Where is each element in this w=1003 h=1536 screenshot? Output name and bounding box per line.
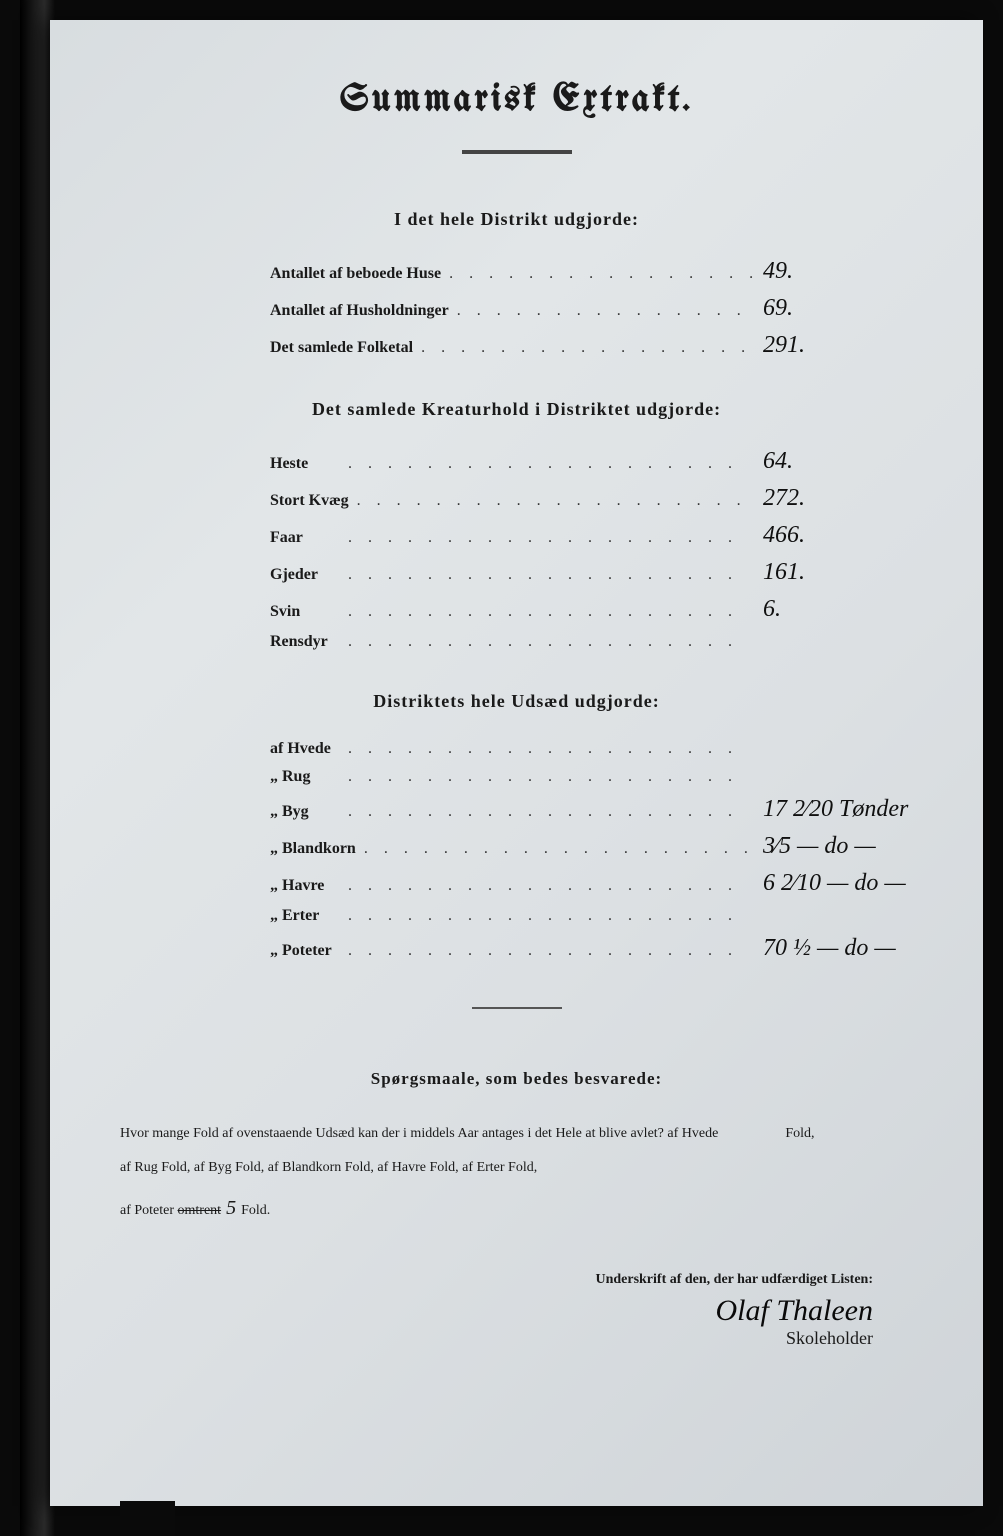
leader-dots: . . . . . . . . . . . . . . . . . . . . — [340, 768, 753, 786]
label-husholdninger: Antallet af Husholdninger — [270, 302, 449, 320]
value-huse: 49. — [753, 258, 913, 285]
value-poteter: 70 ½ — do — — [753, 935, 913, 962]
leader-dots: . . . . . . . . . . . . . . . . . . . . — [340, 603, 753, 621]
label-erter: „ Erter — [270, 907, 340, 925]
leader-dots: . . . . . . . . . . . . . . . . . . . . — [340, 942, 753, 960]
row-erter: „ Erter . . . . . . . . . . . . . . . . … — [270, 907, 913, 925]
label-havre: „ Havre — [270, 877, 340, 895]
row-faar: Faar . . . . . . . . . . . . . . . . . .… — [270, 522, 913, 549]
q-line1a: Hvor mange Fold af ovenstaaende Udsæd ka… — [120, 1126, 718, 1141]
section3-heading: Distriktets hele Udsæd udgjorde: — [120, 691, 913, 712]
label-kvaeg: Stort Kvæg — [270, 492, 349, 510]
section-rule — [472, 1007, 562, 1009]
section1-heading: I det hele Distrikt udgjorde: — [120, 209, 913, 230]
row-svin: Svin . . . . . . . . . . . . . . . . . .… — [270, 596, 913, 623]
questions-heading: Spørgsmaale, som bedes besvarede: — [120, 1069, 913, 1089]
row-kvaeg: Stort Kvæg . . . . . . . . . . . . . . .… — [270, 485, 913, 512]
row-rug: „ Rug . . . . . . . . . . . . . . . . . … — [270, 768, 913, 786]
value-heste: 64. — [753, 448, 913, 475]
label-huse: Antallet af beboede Huse — [270, 265, 441, 283]
label-rensdyr: Rensdyr — [270, 633, 340, 651]
label-svin: Svin — [270, 603, 340, 621]
q-line2: af Rug Fold, af Byg Fold, af Blandkorn F… — [120, 1160, 537, 1175]
section2-heading: Det samlede Kreaturhold i Distriktet udg… — [120, 399, 913, 420]
signature-name: Olaf Thaleen — [120, 1294, 873, 1328]
leader-dots: . . . . . . . . . . . . . . . . . . . . — [340, 877, 753, 895]
value-kvaeg: 272. — [753, 485, 913, 512]
label-blandkorn: „ Blandkorn — [270, 840, 356, 858]
q-line3b: Fold. — [241, 1203, 270, 1218]
document-page: Summarisk Extrakt. I det hele Distrikt u… — [50, 20, 983, 1506]
row-rensdyr: Rensdyr . . . . . . . . . . . . . . . . … — [270, 633, 913, 651]
row-hvede: af Hvede . . . . . . . . . . . . . . . .… — [270, 740, 913, 758]
value-svin: 6. — [753, 596, 913, 623]
leader-dots: . . . . . . . . . . . . . . . . . . . . — [340, 907, 753, 925]
value-blandkorn: 3⁄5 — do — — [753, 833, 913, 860]
questions-body: Hvor mange Fold af ovenstaaende Udsæd ka… — [120, 1117, 913, 1232]
label-heste: Heste — [270, 455, 340, 473]
row-blandkorn: „ Blandkorn . . . . . . . . . . . . . . … — [270, 833, 913, 860]
value-havre: 6 2⁄10 — do — — [753, 870, 913, 897]
value-folketal: 291. — [753, 332, 913, 359]
leader-dots: . . . . . . . . . . . . . . . . . . . . — [441, 265, 753, 283]
leader-dots: . . . . . . . . . . . . . . . . . . . . — [340, 803, 753, 821]
row-husholdninger: Antallet af Husholdninger . . . . . . . … — [270, 295, 913, 322]
value-faar: 466. — [753, 522, 913, 549]
leader-dots: . . . . . . . . . . . . . . . . . . . . — [340, 529, 753, 547]
label-poteter: „ Poteter — [270, 942, 340, 960]
label-folketal: Det samlede Folketal — [270, 339, 413, 357]
label-rug: „ Rug — [270, 768, 340, 786]
signature-label: Underskrift af den, der har udfærdiget L… — [120, 1272, 873, 1288]
label-faar: Faar — [270, 529, 340, 547]
value-byg: 17 2⁄20 Tønder — [753, 796, 913, 823]
label-byg: „ Byg — [270, 803, 340, 821]
leader-dots: . . . . . . . . . . . . . . . . . . . . — [449, 302, 753, 320]
leader-dots: . . . . . . . . . . . . . . . . . . . . — [340, 633, 753, 651]
q-hand-5: 5 — [221, 1197, 241, 1219]
row-huse: Antallet af beboede Huse . . . . . . . .… — [270, 258, 913, 285]
value-gjeder: 161. — [753, 559, 913, 586]
film-notch — [120, 1501, 175, 1536]
row-gjeder: Gjeder . . . . . . . . . . . . . . . . .… — [270, 559, 913, 586]
q-line3a: af Poteter — [120, 1203, 178, 1218]
q-line1b: Fold, — [785, 1126, 814, 1141]
questions-section: Spørgsmaale, som bedes besvarede: Hvor m… — [120, 1069, 913, 1232]
row-folketal: Det samlede Folketal . . . . . . . . . .… — [270, 332, 913, 359]
leader-dots: . . . . . . . . . . . . . . . . . . . . — [413, 339, 753, 357]
q-strike: omtrent — [178, 1203, 222, 1218]
signature-block: Underskrift af den, der har udfærdiget L… — [120, 1272, 913, 1349]
leader-dots: . . . . . . . . . . . . . . . . . . . . — [349, 492, 753, 510]
page-title: Summarisk Extrakt. — [120, 80, 913, 120]
signature-role: Skoleholder — [120, 1328, 873, 1349]
value-husholdninger: 69. — [753, 295, 913, 322]
title-rule — [462, 150, 572, 154]
row-havre: „ Havre . . . . . . . . . . . . . . . . … — [270, 870, 913, 897]
leader-dots: . . . . . . . . . . . . . . . . . . . . — [340, 566, 753, 584]
row-poteter: „ Poteter . . . . . . . . . . . . . . . … — [270, 935, 913, 962]
label-gjeder: Gjeder — [270, 566, 340, 584]
leader-dots: . . . . . . . . . . . . . . . . . . . . — [340, 455, 753, 473]
leader-dots: . . . . . . . . . . . . . . . . . . . . — [356, 840, 753, 858]
leader-dots: . . . . . . . . . . . . . . . . . . . . — [340, 740, 753, 758]
label-hvede: af Hvede — [270, 740, 340, 758]
row-byg: „ Byg . . . . . . . . . . . . . . . . . … — [270, 796, 913, 823]
row-heste: Heste . . . . . . . . . . . . . . . . . … — [270, 448, 913, 475]
